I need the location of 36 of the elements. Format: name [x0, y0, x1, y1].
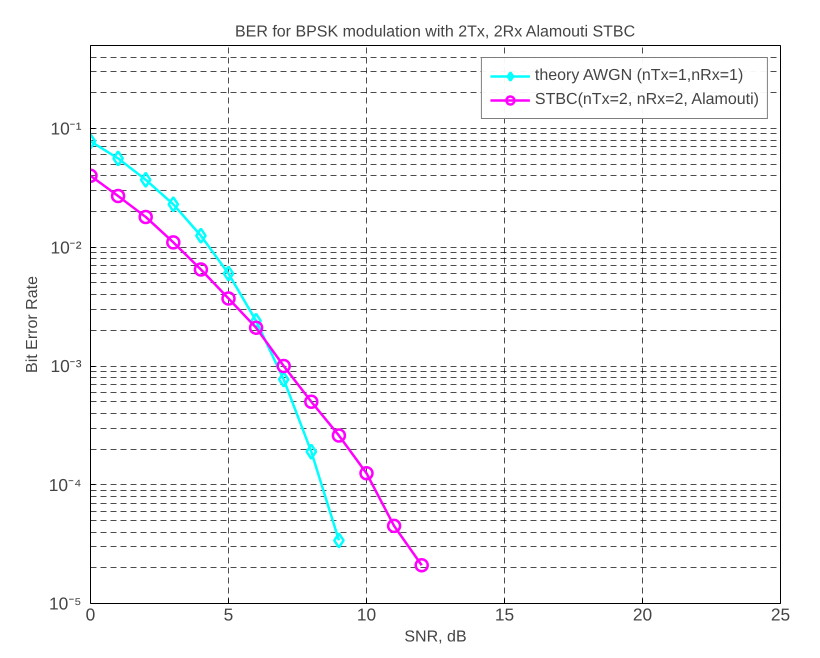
y-tick-label: 10⁻⁵: [49, 594, 82, 614]
point: [278, 371, 290, 388]
point: [304, 394, 319, 409]
point: [305, 443, 318, 460]
point: [138, 210, 153, 224]
x-tick-label: 15: [494, 604, 514, 624]
point: [332, 532, 345, 549]
x-tick-label: 20: [632, 604, 652, 624]
point: [110, 188, 126, 204]
x-tick-label: 10: [356, 604, 376, 624]
point: [359, 466, 374, 480]
y-tick-label: 10⁻³: [50, 356, 82, 376]
point: [167, 196, 180, 213]
x-tick-label: 0: [86, 604, 96, 624]
point: [194, 227, 207, 244]
legend-label: STBC(nTx=2, nRx=2, Alamouti): [534, 91, 759, 109]
point: [140, 172, 152, 188]
x-tick-label: 25: [770, 604, 790, 624]
point: [222, 265, 234, 282]
legend-label: theory AWGN (nTx=1,nRx=1): [534, 67, 744, 85]
y-axis-title: Bit Error Rate: [24, 276, 41, 373]
point: [332, 428, 346, 443]
point: [194, 262, 208, 277]
y-tick-label: 10⁻⁴: [48, 474, 82, 495]
chart-title: BER for BPSK modulation with 2Tx, 2Rx Alamouti STBC: [234, 24, 636, 40]
point: [112, 150, 124, 167]
y-tick-label: 10⁻¹: [50, 118, 82, 138]
point: [276, 358, 291, 374]
point: [248, 320, 264, 335]
y-tick-label: 10⁻²: [50, 237, 82, 258]
point: [414, 558, 429, 572]
x-axis-title: SNR, dB: [404, 628, 467, 646]
x-tick-label: 5: [224, 604, 234, 624]
point: [386, 518, 402, 534]
point: [166, 235, 181, 250]
point: [221, 291, 236, 306]
